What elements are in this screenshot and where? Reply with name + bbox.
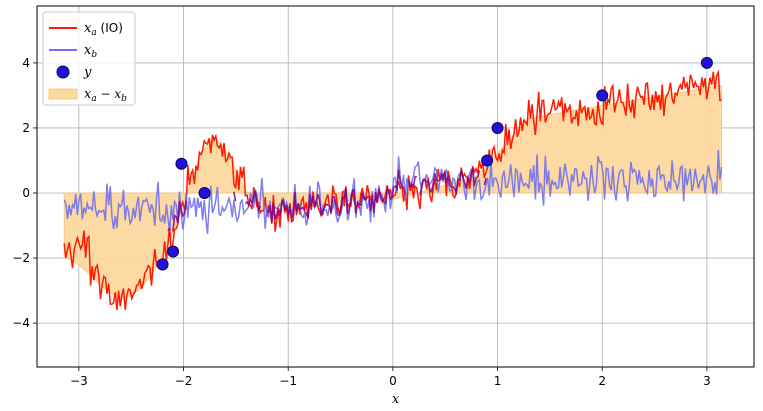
legend-label-y: y [83, 65, 92, 80]
legend-swatch-fill [48, 88, 78, 100]
observation-markers [156, 56, 713, 271]
x-tick-label: −1 [279, 374, 297, 388]
x-tick-label: 1 [494, 374, 502, 388]
x-tick-label: 0 [389, 374, 397, 388]
y-tick-label: 0 [22, 186, 30, 200]
plot-frame [36, 5, 755, 368]
y-tick-label: −4 [12, 316, 30, 330]
series-layer [63, 69, 723, 311]
legend-label-xa: xa (IO) [84, 21, 123, 38]
difference-fill-layer [63, 84, 722, 298]
observation-point [167, 245, 180, 258]
difference-area [63, 84, 722, 298]
observation-point [596, 89, 609, 102]
series-overlap-line [167, 167, 487, 232]
x-tick-label: −2 [175, 374, 193, 388]
observation-point [700, 56, 713, 69]
legend: xa (IO) xb y xa − xb [42, 11, 136, 106]
observation-point [175, 157, 188, 170]
legend-swatch-y [56, 65, 70, 79]
legend-label-fill: xa − xb [84, 87, 127, 104]
observation-point [491, 121, 504, 134]
y-tick-label: −2 [12, 251, 30, 265]
y-tick-label: 2 [22, 121, 30, 135]
legend-label-xb: xb [84, 43, 97, 60]
x-axis-label: x [392, 392, 400, 407]
x-tick-label: −3 [70, 374, 88, 388]
observation-point [156, 258, 169, 271]
legend-box [42, 11, 136, 106]
y-tick-label: 4 [22, 56, 30, 70]
x-tick-label: 3 [703, 374, 711, 388]
observation-point [198, 187, 211, 200]
tick-layer: −3 −2 −1 0 1 2 3 −4 −2 0 2 4 [12, 56, 710, 388]
observation-point [481, 154, 494, 167]
x-tick-label: 2 [598, 374, 606, 388]
